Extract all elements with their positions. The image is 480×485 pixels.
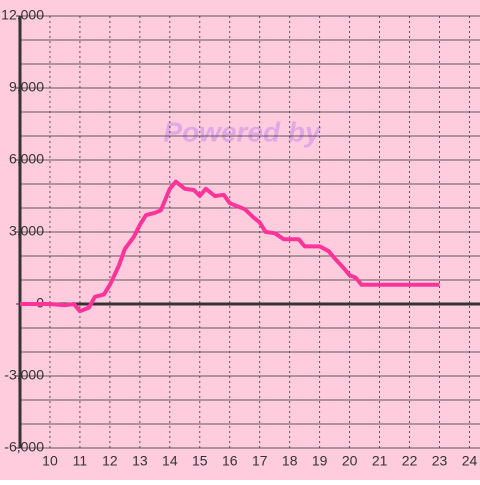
x-tick-label: 13 [132, 453, 148, 469]
x-tick-label: 18 [282, 453, 298, 469]
x-tick-label: 24 [462, 453, 478, 469]
series-line [20, 179, 440, 314]
y-tick-label: 3,000 [9, 223, 44, 239]
x-tick-label: 23 [432, 453, 448, 469]
y-tick-label: 6,000 [9, 151, 44, 167]
y-tick-label: 9,000 [9, 79, 44, 95]
x-tick-label: 12 [102, 453, 118, 469]
x-tick-label: 19 [312, 453, 328, 469]
x-tick-label: 16 [222, 453, 238, 469]
x-tick-label: 20 [342, 453, 358, 469]
y-tick-label: -6,000 [4, 439, 44, 455]
x-tick-label: 10 [42, 453, 58, 469]
x-tick-label: 11 [73, 453, 88, 469]
x-tick-label: 22 [402, 453, 418, 469]
x-tick-label: 14 [162, 453, 178, 469]
watermark: Powered by [163, 116, 322, 147]
x-tick-label: 15 [192, 453, 208, 469]
y-tick-label: 12,000 [1, 7, 44, 23]
y-tick-label: -3,000 [4, 367, 44, 383]
x-tick-label: 21 [372, 453, 388, 469]
x-tick-label: 17 [252, 453, 268, 469]
